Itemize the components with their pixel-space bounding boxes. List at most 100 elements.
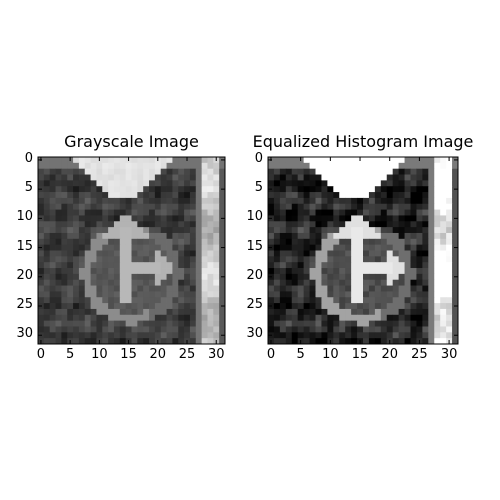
heatmap-cell — [315, 273, 322, 281]
heatmap-cell — [368, 174, 376, 181]
heatmap-cell — [428, 203, 435, 210]
heatmap-cell — [273, 291, 281, 298]
heatmap-cell — [309, 238, 316, 246]
heatmap-cell — [404, 232, 411, 240]
heatmap-cell — [154, 174, 162, 181]
heatmap-cell — [273, 250, 281, 257]
heatmap-cell — [178, 215, 185, 222]
heatmap-cell — [119, 297, 127, 304]
heatmap-cell — [67, 238, 74, 246]
heatmap-cell — [166, 268, 173, 275]
heatmap-cell — [219, 232, 226, 240]
heatmap-cell — [119, 238, 127, 246]
heatmap-cell — [78, 186, 86, 193]
heatmap-cell — [55, 273, 62, 281]
heatmap-cell — [119, 162, 127, 170]
heatmap-cell — [315, 227, 322, 234]
heatmap-cell — [416, 162, 423, 170]
heatmap-cell — [392, 232, 400, 240]
heatmap-cell — [213, 256, 220, 263]
heatmap-cell — [440, 291, 447, 298]
heatmap-cell — [90, 174, 97, 181]
heatmap-cell — [404, 221, 411, 228]
heatmap-cell — [73, 338, 80, 345]
heatmap-cell — [410, 174, 417, 181]
heatmap-cell — [84, 297, 91, 304]
heatmap-cell — [363, 250, 370, 257]
heatmap-cell — [446, 320, 453, 327]
heatmap-cell — [404, 186, 411, 193]
heatmap-cell — [315, 256, 322, 263]
heatmap-cell — [327, 320, 334, 327]
heatmap-cell — [149, 291, 156, 298]
heatmap-cell — [78, 256, 86, 263]
heatmap-cell — [149, 279, 156, 286]
heatmap-cell — [392, 338, 400, 345]
heatmap-2 — [268, 157, 459, 345]
heatmap-cell — [90, 180, 97, 187]
heatmap-cell — [108, 285, 115, 292]
heatmap-cell — [178, 232, 185, 240]
heatmap-cell — [166, 308, 173, 316]
heatmap-cell — [291, 338, 299, 345]
heatmap-cell — [440, 250, 447, 257]
heatmap-cell — [374, 197, 382, 205]
heatmap-cell — [297, 320, 305, 327]
heatmap-cell — [166, 326, 173, 333]
heatmap-cell — [43, 308, 51, 316]
heatmap-cell — [78, 180, 86, 187]
heatmap-cell — [184, 186, 191, 193]
heatmap-cell — [184, 215, 191, 222]
heatmap-cell — [160, 180, 167, 187]
heatmap-cell — [49, 192, 56, 199]
heatmap-cell — [61, 250, 68, 257]
heatmap-cell — [172, 332, 179, 339]
heatmap-cell — [452, 197, 459, 205]
heatmap-cell — [422, 262, 429, 269]
heatmap-cell — [279, 303, 287, 310]
heatmap-cell — [416, 168, 423, 175]
heatmap-cell — [172, 297, 179, 304]
heatmap-cell — [273, 157, 281, 164]
heatmap-cell — [273, 197, 281, 205]
heatmap-cell — [90, 203, 97, 210]
heatmap-cell — [43, 320, 51, 327]
heatmap-cell — [452, 268, 459, 275]
heatmap-cell — [422, 221, 429, 228]
heatmap-cell — [374, 273, 382, 281]
heatmap-cell — [96, 174, 103, 181]
heatmap-cell — [43, 332, 51, 339]
heatmap-cell — [154, 320, 162, 327]
heatmap-cell — [102, 262, 109, 269]
heatmap-cell — [166, 273, 173, 281]
heatmap-cell — [410, 221, 417, 228]
heatmap-cell — [386, 209, 394, 216]
heatmap-cell — [43, 244, 51, 251]
heatmap-cell — [207, 215, 214, 222]
heatmap-cell — [119, 303, 127, 310]
heatmap-cell — [309, 314, 316, 322]
heatmap-cell — [440, 197, 447, 205]
heatmap-cell — [201, 197, 208, 205]
heatmap-cell — [38, 162, 45, 170]
heatmap-cell — [339, 291, 346, 298]
heatmap-cell — [416, 297, 423, 304]
heatmap-cell — [137, 326, 144, 333]
heatmap-cell — [102, 338, 109, 345]
heatmap-cell — [213, 174, 220, 181]
heatmap-cell — [368, 279, 376, 286]
heatmap-cell — [184, 326, 191, 333]
heatmap-cell — [172, 215, 179, 222]
heatmap-cell — [125, 320, 132, 327]
heatmap-cell — [315, 326, 322, 333]
heatmap-cell — [84, 244, 91, 251]
heatmap-cell — [434, 338, 441, 345]
heatmap-cell — [333, 192, 340, 199]
y-tick-label: 15 — [246, 238, 263, 254]
heatmap-cell — [297, 256, 305, 263]
heatmap-cell — [73, 215, 80, 222]
heatmap-cell — [368, 291, 376, 298]
heatmap-cell — [351, 162, 358, 170]
heatmap-cell — [386, 314, 394, 322]
heatmap-cell — [374, 244, 382, 251]
